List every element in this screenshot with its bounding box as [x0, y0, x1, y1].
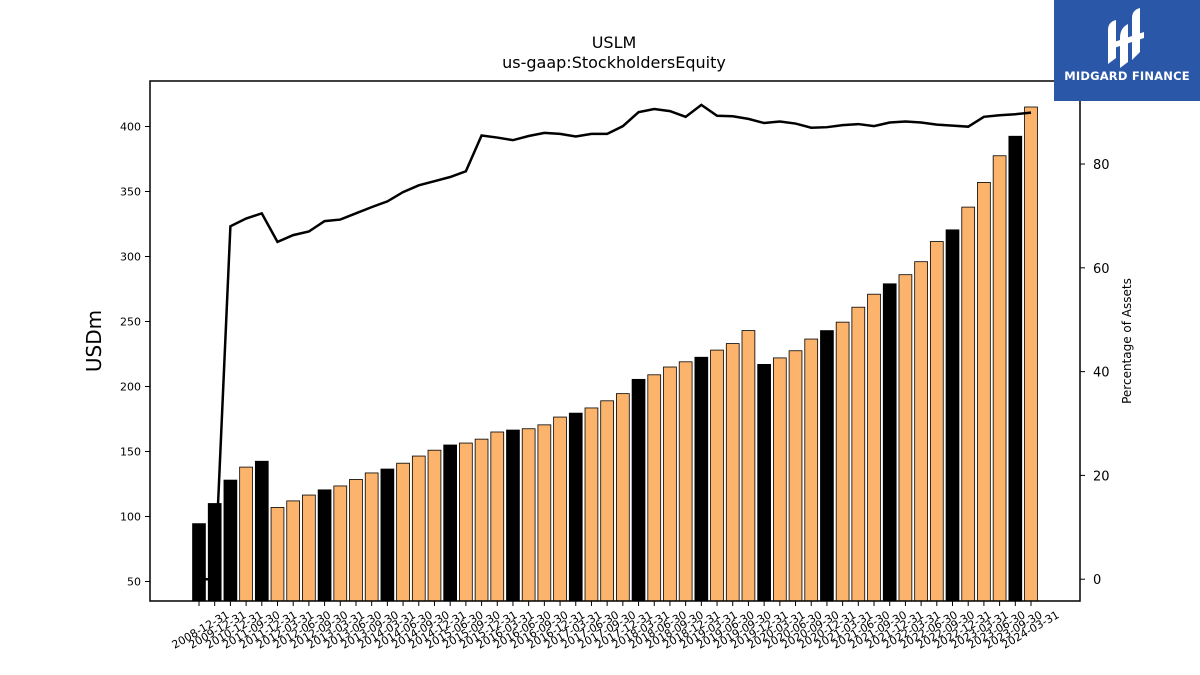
bar — [600, 400, 614, 602]
bar — [490, 431, 505, 602]
bar — [647, 374, 662, 602]
y-right-tick-label: 20 — [1093, 469, 1110, 484]
bar — [474, 438, 489, 602]
y-tick-label: 50 — [127, 576, 141, 589]
bar — [364, 472, 379, 602]
bar — [286, 500, 301, 602]
bar — [616, 393, 630, 602]
bar — [694, 356, 709, 602]
y-tick-label: 300 — [120, 251, 141, 264]
y-tick-label: 200 — [120, 381, 141, 394]
y-axis-label: USDm — [82, 310, 106, 372]
bar — [584, 407, 599, 602]
chart-subtitle: us-gaap:StockholdersEquity — [502, 53, 726, 72]
bar — [506, 429, 520, 602]
bar — [804, 338, 819, 602]
bar — [380, 468, 395, 602]
bar — [663, 366, 677, 602]
logo-mark-icon — [1108, 8, 1144, 68]
logo-text: MIDGARD FINANCE — [1064, 69, 1190, 83]
bar — [239, 466, 253, 602]
bar — [772, 357, 787, 602]
bar — [254, 460, 269, 602]
bar — [459, 442, 473, 602]
bar — [788, 350, 803, 602]
bar — [302, 494, 316, 602]
line-layer — [199, 103, 1032, 581]
bar — [725, 343, 740, 602]
bar — [333, 485, 348, 602]
bars-layer — [192, 106, 1038, 602]
bar — [427, 449, 442, 602]
bar — [317, 489, 332, 602]
bar — [820, 330, 834, 602]
bar — [349, 479, 363, 602]
x-axis: 2008-12-312009-12-312010-12-312011-09-30… — [170, 601, 1062, 652]
y-axis-left: 50 100 150 200 250 300 350 400 — [120, 121, 150, 589]
bar — [929, 241, 944, 602]
y-right-tick-label: 80 — [1093, 158, 1110, 173]
bar — [1008, 135, 1023, 602]
y-tick-label: 100 — [120, 511, 141, 524]
bar — [411, 455, 426, 602]
plot-frame — [149, 80, 1081, 602]
bar — [553, 416, 567, 602]
bar — [945, 229, 960, 602]
bar — [914, 261, 928, 602]
y-tick-label: 350 — [120, 186, 141, 199]
y-axis-right-label: Percentage of Assets — [1120, 278, 1134, 404]
bar — [710, 349, 724, 602]
y-tick-label: 150 — [120, 446, 141, 459]
brand-logo: MIDGARD FINANCE — [1054, 0, 1200, 101]
chart-title: USLM — [592, 33, 637, 52]
bar — [192, 523, 206, 602]
bar — [961, 206, 976, 602]
bar — [898, 274, 913, 602]
bar — [443, 444, 458, 602]
bar — [851, 306, 866, 602]
bar — [396, 462, 410, 602]
y-right-tick-label: 0 — [1093, 573, 1101, 588]
y-right-tick-label: 60 — [1093, 262, 1110, 277]
bar — [223, 479, 238, 602]
bar — [741, 330, 756, 602]
y-tick-label: 400 — [120, 121, 141, 134]
bar — [521, 428, 536, 602]
y-tick-label: 250 — [120, 316, 141, 329]
bar — [867, 293, 881, 602]
percentage-line — [199, 103, 1032, 581]
bar — [835, 321, 850, 602]
bar — [1024, 106, 1038, 602]
bar — [992, 155, 1007, 602]
bar — [678, 361, 693, 602]
bar — [882, 283, 897, 602]
y-axis-right: 0 20 40 60 80 — [1080, 158, 1110, 588]
bar — [568, 412, 583, 602]
bar — [270, 506, 285, 602]
bar — [977, 181, 991, 602]
bar — [757, 363, 771, 602]
y-right-tick-label: 40 — [1093, 366, 1110, 381]
bar — [537, 424, 552, 602]
bar — [631, 378, 646, 602]
